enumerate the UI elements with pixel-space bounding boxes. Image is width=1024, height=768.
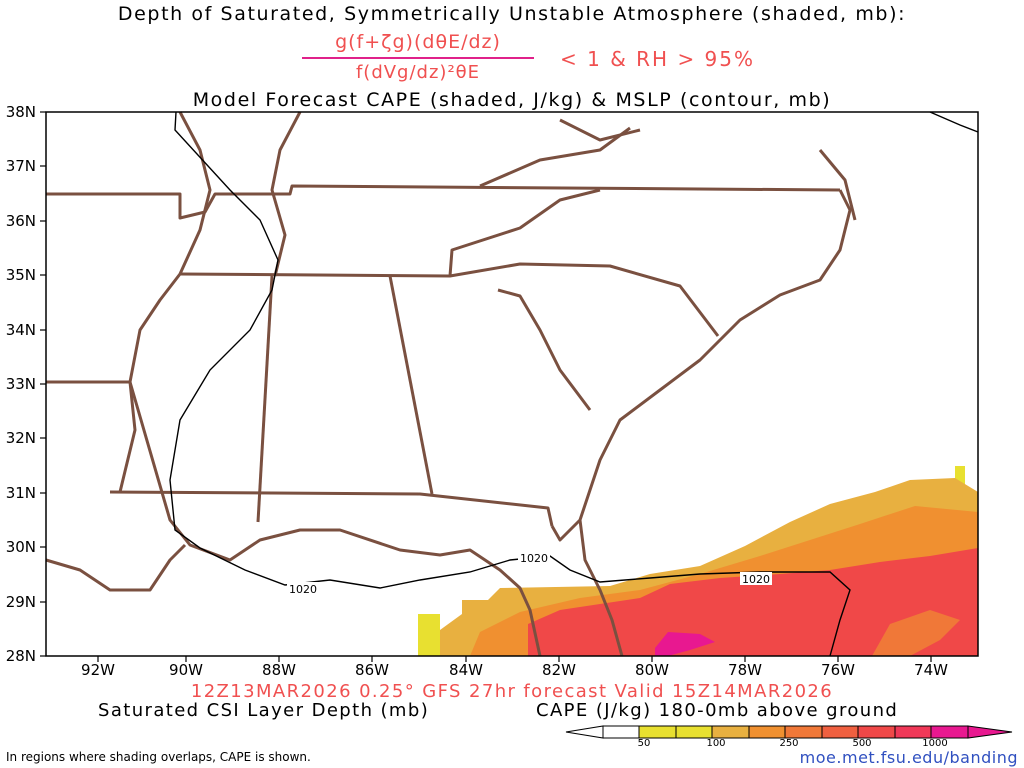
source-url[interactable]: moe.met.fsu.edu/banding xyxy=(799,748,1018,767)
colorbar-bin xyxy=(930,725,969,739)
lon-label: 90W xyxy=(169,661,203,679)
lon-label: 86W xyxy=(355,661,389,679)
cape-legend-label: CAPE (J/kg) 180-0mb above ground xyxy=(536,700,899,721)
political-boundaries xyxy=(45,111,857,657)
lat-label: 35N xyxy=(5,266,36,284)
csi-legend-label: Saturated CSI Layer Depth (mb) xyxy=(98,700,430,721)
lat-label: 31N xyxy=(5,484,36,502)
colorbar-tick-label: 50 xyxy=(637,738,651,749)
lon-label: 92W xyxy=(81,661,115,679)
colorbar-tick-label: 1000 xyxy=(922,738,948,749)
colorbar-bin xyxy=(784,725,823,739)
lat-label: 32N xyxy=(5,429,36,447)
overlap-note: In regions where shading overlaps, CAPE … xyxy=(6,750,311,764)
cape-shade-500 xyxy=(528,548,978,656)
colorbar-bin xyxy=(675,725,713,739)
cape-shade-50 xyxy=(418,614,440,656)
colorbar-bin xyxy=(857,725,896,739)
mslp-label: 1020 xyxy=(742,573,770,586)
lat-label: 29N xyxy=(5,593,36,611)
lat-label: 30N xyxy=(5,538,36,556)
lat-label: 38N xyxy=(5,103,36,121)
formula-condition: < 1 & RH > 95% xyxy=(560,47,756,71)
lon-label: 80W xyxy=(635,661,669,679)
mslp-label: 1020 xyxy=(520,552,548,565)
lat-label: 34N xyxy=(5,321,36,339)
colorbar-low-arrow xyxy=(565,725,604,739)
lon-label: 78W xyxy=(728,661,762,679)
colorbar-tick-label: 500 xyxy=(852,738,872,749)
lon-label: 84W xyxy=(449,661,483,679)
colorbar-bin xyxy=(894,725,932,739)
mslp-label: 1020 xyxy=(289,583,317,596)
lat-label: 37N xyxy=(5,157,36,175)
colorbar-tick-label: 100 xyxy=(706,738,726,749)
lon-label: 74W xyxy=(914,661,948,679)
formula-denominator: f(dVg/dz)²θE xyxy=(355,62,481,83)
axis-ticks xyxy=(40,111,932,662)
colorbar-tick-label: 250 xyxy=(779,738,799,749)
colorbar-bin xyxy=(602,725,640,739)
colorbar-bin xyxy=(748,725,786,739)
colorbar-high-arrow xyxy=(967,725,1013,739)
colorbar-bin xyxy=(821,725,859,739)
lat-label: 28N xyxy=(5,647,36,665)
cape-shade-1000 xyxy=(655,632,715,656)
colorbar-bin xyxy=(638,725,677,739)
colorbar-bin xyxy=(711,725,750,739)
formula-numerator: g(f+ζg)(dθE/dz) xyxy=(335,31,501,53)
mslp-contour-labels: 1020 1020 1020 xyxy=(287,551,772,596)
mslp-contours xyxy=(169,111,979,657)
map-subtitle: Model Forecast CAPE (shaded, J/kg) & MSL… xyxy=(192,89,832,111)
lon-label: 88W xyxy=(262,661,296,679)
lon-label: 76W xyxy=(821,661,855,679)
map-title: Depth of Saturated, Symmetrically Unstab… xyxy=(117,3,907,25)
lat-label: 33N xyxy=(5,375,36,393)
cape-shade-250 xyxy=(872,610,960,656)
formula-fraction-bar xyxy=(302,57,534,59)
lat-label: 36N xyxy=(5,212,36,230)
forecast-valid-line: 12Z13MAR2026 0.25° GFS 27hr forecast Val… xyxy=(190,681,834,702)
lon-label: 82W xyxy=(542,661,576,679)
